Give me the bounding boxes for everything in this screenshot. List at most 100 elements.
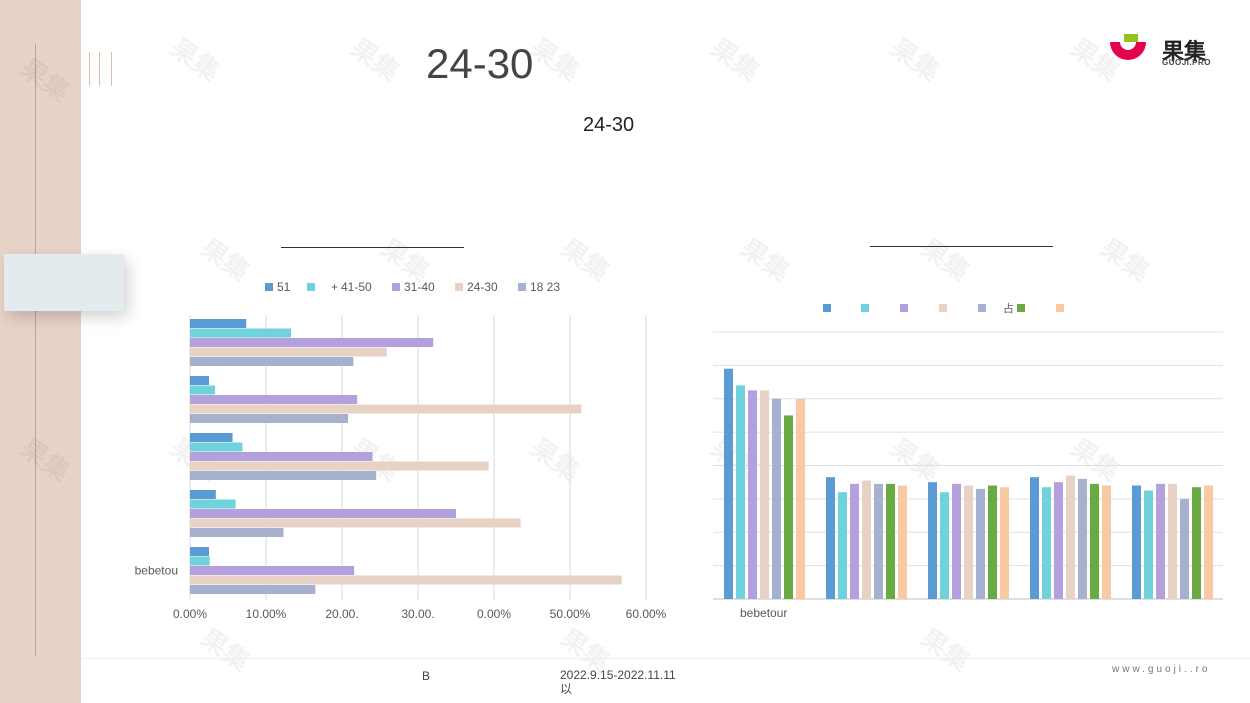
bar [1204,485,1213,599]
bar [190,461,489,471]
bar [190,414,349,423]
bar [862,480,871,599]
bar [736,385,745,599]
watermark-text: 果集 [165,32,226,87]
legend-swatch [1056,304,1064,312]
bar [826,477,835,599]
x-tick-label: 0.00% [477,607,511,621]
footer-divider [81,658,1250,659]
bar [760,390,769,599]
x-tick-label: 0.00% [173,607,207,621]
bar [190,566,355,575]
category-label: bebetou [135,564,178,578]
legend-swatch [1017,304,1025,312]
bar [1168,483,1177,599]
bar [724,368,733,599]
bar [940,492,949,599]
footer-url: www.guoji..ro [1112,664,1211,675]
bar [796,398,805,599]
bar [1144,490,1153,599]
watermark-text: 果集 [885,32,946,87]
bar [190,518,521,528]
legend-label: 占 [1003,301,1014,315]
bar [1156,483,1165,599]
legend-swatch [518,283,526,291]
watermark-text: 果集 [1095,232,1156,287]
bar [1078,478,1087,599]
chart2-title-underline [870,246,1053,247]
bar [850,483,859,599]
legend-label: 18 23 [530,280,560,294]
bar [190,471,377,480]
bar [874,483,883,599]
bar [190,575,622,585]
footer-note: B [422,669,431,683]
logo-subtext: GUOJI.PRO [1162,58,1211,67]
bar [190,499,236,509]
bar [1192,487,1201,599]
bar [190,328,292,338]
bar [190,547,209,556]
bar [1132,485,1141,599]
bar [1066,475,1075,599]
legend-swatch [265,283,273,291]
bar [190,347,387,357]
legend-label: 51 [277,280,291,294]
bar [190,433,233,442]
bar [190,490,216,499]
x-tick-label: 30.00. [401,607,434,621]
bar [190,556,210,566]
legend-swatch [861,304,869,312]
bar [190,404,582,414]
bar [838,492,847,599]
bar [190,452,373,461]
legend-swatch [978,304,986,312]
bar [1054,482,1063,599]
bar [748,390,757,599]
bar [976,488,985,599]
bar [772,398,781,599]
footer-date-range: 2022.9.15-2022.11.11 [560,668,676,682]
horizontal-bar-chart: 0.00% 10.00% 20.00. 30.00. 0.00% 50.00% 60.00%… [135,280,667,621]
chart1-title-underline [281,247,464,248]
guoji-logo-icon [1110,34,1146,60]
watermark-text: 果集 [735,232,796,287]
bar [1042,487,1051,599]
left-decor-band [0,0,81,703]
bar [190,585,316,594]
watermark-text: 果集 [915,232,976,287]
watermark-text: 果集 [525,32,586,87]
bar [1090,483,1099,599]
watermark-text: 果集 [345,32,406,87]
bar [1180,498,1189,599]
bar [898,485,907,599]
bar [190,385,216,395]
watermark-text: 果集 [705,32,766,87]
legend-swatch [392,283,400,291]
legend-label: 24-30 [467,280,498,294]
x-tick-label: 10.00% [246,607,287,621]
bar [928,482,937,599]
legend-swatch [307,283,315,291]
legend-glyph: + [331,280,338,294]
footer-date-suffix: 以 [560,682,573,696]
x-tick-label: 20.00. [325,607,358,621]
watermark-text: 果集 [195,622,256,677]
bar [190,442,243,452]
bar [1102,485,1111,599]
page-title: 24-30 [426,40,534,87]
legend-swatch [455,283,463,291]
bar [1030,477,1039,599]
x-tick-label: 60.00% [626,607,667,621]
bar [190,528,284,537]
bar [190,338,434,347]
bar [190,376,209,385]
bar [988,485,997,599]
bar [190,509,456,518]
bar [1000,487,1009,599]
legend-swatch [939,304,947,312]
bar [784,415,793,599]
x-tick-label: 50.00% [550,607,591,621]
bar [190,319,247,328]
bar [190,357,354,366]
